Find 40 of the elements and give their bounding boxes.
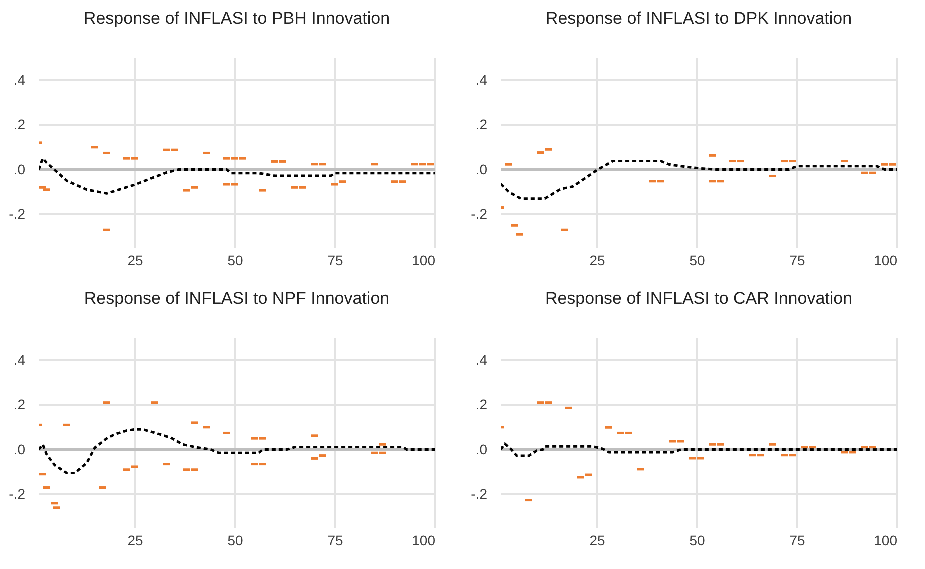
x-tick-label: 100: [412, 252, 436, 268]
y-tick-label: .0: [14, 441, 26, 458]
line-series: [39, 157, 435, 195]
y-tick-label: .2: [476, 396, 488, 413]
x-tick-label: 100: [412, 532, 436, 548]
x-tick-label: 50: [228, 252, 244, 268]
chart-title: Response of INFLASI to CAR Innovation: [545, 289, 853, 308]
y-tick-label: .0: [476, 441, 488, 458]
x-tick-label: 75: [790, 532, 806, 548]
y-tick-label: .2: [14, 396, 26, 413]
x-tick-label: 75: [790, 252, 806, 268]
y-tick-label: -.2: [9, 206, 26, 222]
y-tick-label: .2: [476, 116, 488, 133]
x-tick-label: 25: [128, 252, 144, 268]
chart-title: Response of INFLASI to PBH Innovation: [84, 9, 390, 28]
y-tick-label: .0: [476, 161, 488, 178]
x-tick-label: 50: [228, 532, 244, 548]
x-tick-label: 100: [874, 532, 898, 548]
y-tick-label: -.2: [471, 206, 488, 222]
y-tick-label: .4: [14, 352, 26, 368]
chart-title: Response of INFLASI to DPK Innovation: [546, 9, 852, 28]
x-tick-label: 25: [590, 252, 606, 268]
x-tick-label: 25: [128, 532, 144, 548]
y-tick-label: -.2: [471, 486, 488, 502]
y-tick-label: .4: [476, 352, 488, 368]
chart-title: Response of INFLASI to NPF Innovation: [84, 289, 390, 308]
y-tick-label: .4: [476, 72, 488, 88]
x-tick-label: 100: [874, 252, 898, 268]
x-tick-label: 75: [328, 532, 344, 548]
x-tick-label: 25: [590, 532, 606, 548]
x-tick-label: 50: [690, 532, 706, 548]
y-tick-label: .0: [14, 161, 26, 178]
y-tick-label: .2: [14, 116, 26, 133]
y-tick-label: -.2: [9, 486, 26, 502]
line-series: [501, 160, 897, 200]
x-tick-label: 50: [690, 252, 706, 268]
y-tick-label: .4: [14, 72, 26, 88]
line-series: [501, 442, 897, 458]
x-tick-label: 75: [328, 252, 344, 268]
line-series: [39, 428, 435, 474]
